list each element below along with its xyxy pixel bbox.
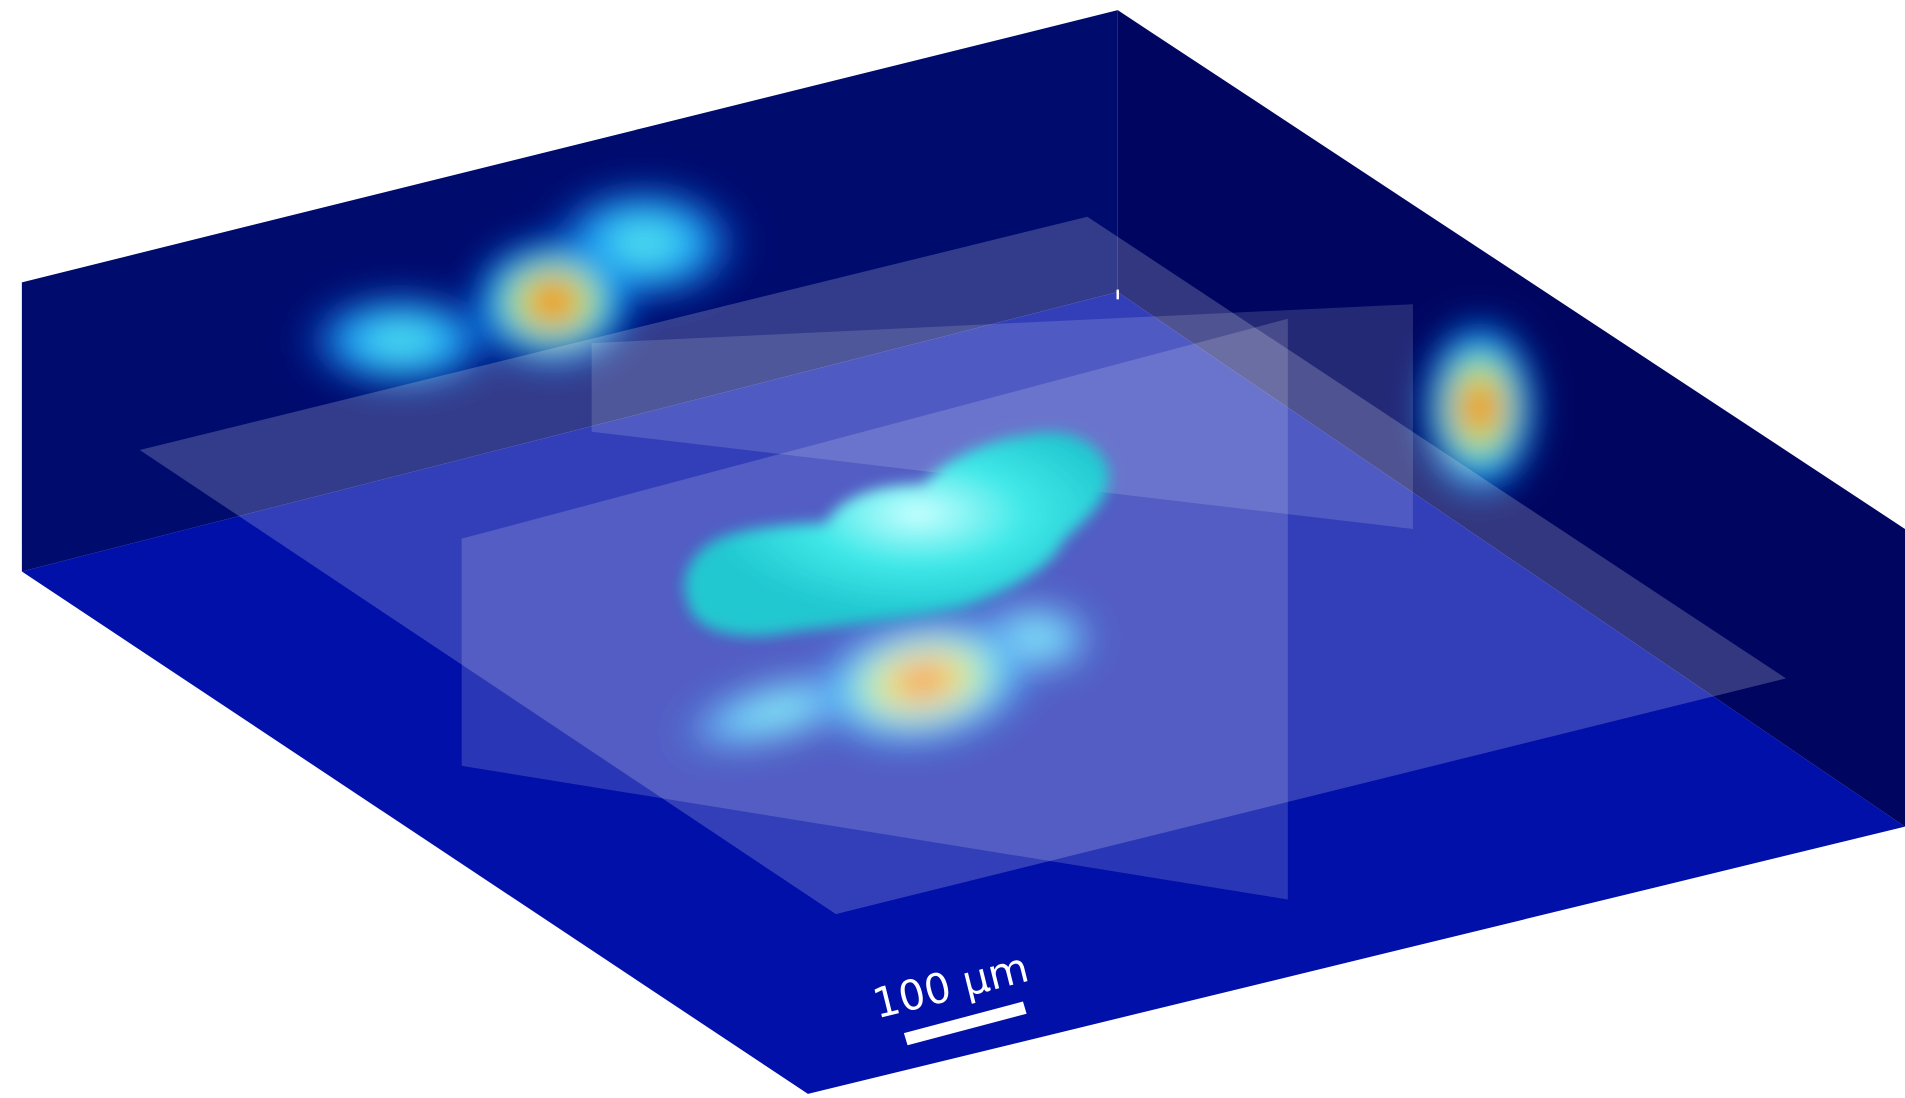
page: 100 µm (() => { const data = JSON.parse(… — [0, 0, 1905, 1098]
volume-rendering: 100 µm — [0, 0, 1905, 1098]
tick — [1117, 290, 1119, 300]
